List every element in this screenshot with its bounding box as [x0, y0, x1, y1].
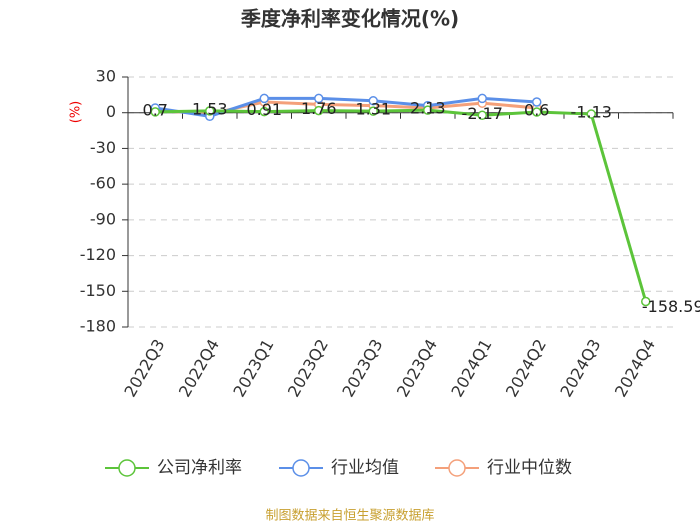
data-label: 0.6 — [524, 101, 549, 120]
point — [150, 107, 160, 117]
x-tick-label: 2023Q1 — [229, 336, 277, 400]
x-tick-label: 2024Q1 — [447, 336, 495, 400]
point — [259, 93, 269, 104]
point — [368, 106, 378, 116]
point — [205, 106, 215, 116]
legend-label: 公司净利率 — [157, 458, 242, 478]
y-axis-label: (%) — [69, 101, 84, 124]
x-tick-label: 2022Q3 — [120, 336, 168, 400]
y-tick-label: 0 — [106, 102, 116, 121]
legend-marker — [118, 459, 136, 477]
data-label: 0.7 — [143, 100, 168, 119]
series-line — [155, 96, 537, 118]
point — [532, 97, 542, 107]
legend-label: 行业均值 — [331, 458, 399, 478]
data-label: 0.91 — [246, 100, 282, 119]
x-tick-label: 2024Q2 — [502, 336, 550, 400]
point — [532, 107, 542, 117]
x-tick-label: 2022Q4 — [175, 336, 223, 400]
data-label: -2.17 — [462, 104, 503, 123]
chart-title: 季度净利率变化情况(%) — [240, 7, 459, 31]
x-tick-label: 2023Q3 — [338, 336, 386, 400]
point — [477, 110, 487, 121]
x-tick-label: 2023Q4 — [393, 336, 441, 400]
series-line — [155, 108, 648, 302]
point — [586, 109, 596, 119]
point — [314, 93, 324, 104]
data-label: 1.31 — [355, 100, 391, 119]
point — [641, 296, 651, 307]
point — [259, 106, 269, 117]
point — [314, 105, 324, 116]
point — [477, 93, 487, 104]
y-tick-label: -30 — [90, 138, 116, 157]
source: 制图数据来自恒生聚源数据库 — [265, 508, 434, 524]
data-label: 1.53 — [192, 99, 228, 118]
point — [423, 105, 433, 115]
data-label: 2.13 — [410, 99, 446, 118]
legend-label: 行业中位数 — [487, 458, 572, 478]
y-tick-label: -60 — [90, 174, 116, 193]
point — [368, 96, 378, 106]
data-label: 1.76 — [301, 99, 337, 118]
legend-marker — [292, 459, 310, 477]
y-tick-label: 30 — [96, 67, 116, 86]
y-tick-label: -90 — [90, 209, 116, 228]
y-tick-label: -120 — [80, 245, 116, 264]
x-tick-label: 2024Q4 — [611, 336, 659, 400]
x-tick-label: 2023Q2 — [284, 336, 332, 400]
legend-marker — [448, 459, 466, 477]
data-label: -1.13 — [571, 103, 612, 122]
y-tick-label: -150 — [80, 281, 116, 300]
x-tick-label: 2024Q3 — [556, 336, 604, 400]
data-label: -158.59 — [642, 297, 700, 316]
y-tick-label: -180 — [80, 317, 116, 336]
